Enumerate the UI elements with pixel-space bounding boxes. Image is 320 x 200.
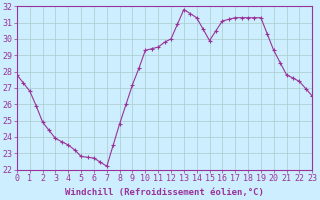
X-axis label: Windchill (Refroidissement éolien,°C): Windchill (Refroidissement éolien,°C)	[65, 188, 264, 197]
